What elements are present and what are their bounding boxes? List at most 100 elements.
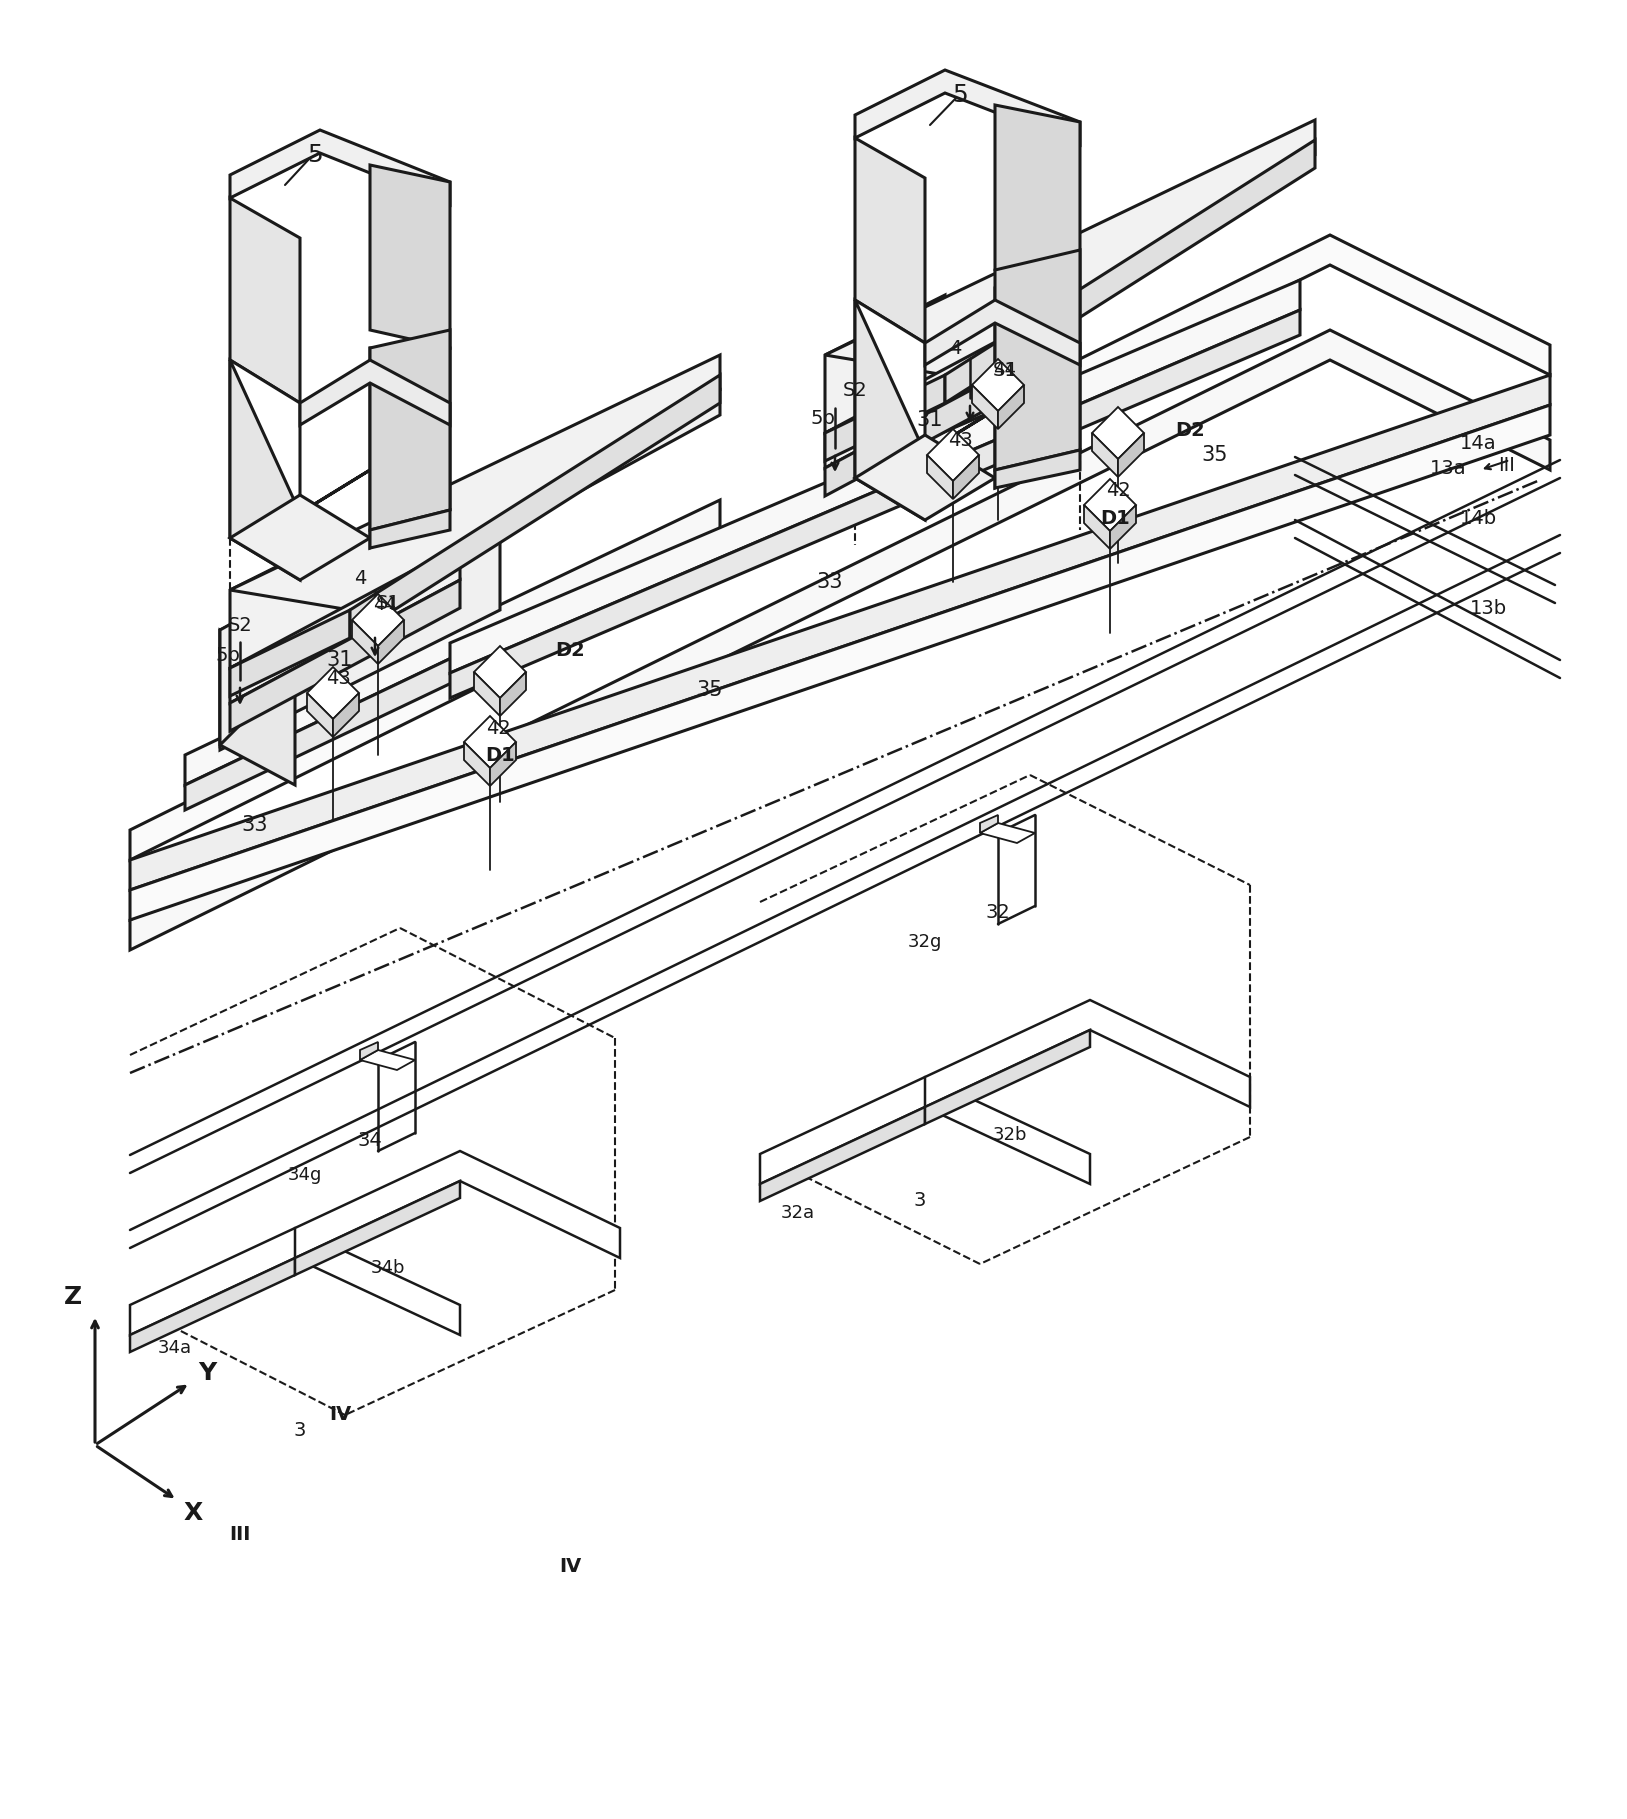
Polygon shape <box>971 386 997 429</box>
Polygon shape <box>996 449 1080 487</box>
Polygon shape <box>229 347 451 575</box>
Polygon shape <box>229 546 460 702</box>
Text: 32a: 32a <box>781 1204 815 1222</box>
Polygon shape <box>229 529 350 668</box>
Polygon shape <box>308 668 360 719</box>
Polygon shape <box>473 671 499 717</box>
Text: 4: 4 <box>949 338 962 358</box>
Polygon shape <box>369 166 451 347</box>
Text: 34g: 34g <box>288 1166 322 1184</box>
Polygon shape <box>220 389 721 749</box>
Polygon shape <box>825 120 1315 375</box>
Polygon shape <box>294 1181 460 1275</box>
Polygon shape <box>1110 506 1136 549</box>
Polygon shape <box>229 495 369 580</box>
Polygon shape <box>825 375 945 460</box>
Polygon shape <box>856 287 1080 515</box>
Text: 34b: 34b <box>371 1259 405 1277</box>
Polygon shape <box>451 280 1300 673</box>
Text: 42: 42 <box>1106 480 1131 500</box>
Polygon shape <box>856 435 996 520</box>
Polygon shape <box>856 300 926 520</box>
Polygon shape <box>220 588 294 746</box>
Text: 31: 31 <box>327 649 353 669</box>
Text: 44: 44 <box>994 360 1017 378</box>
Polygon shape <box>926 1000 1250 1108</box>
Text: S1: S1 <box>992 360 1017 380</box>
Text: S2: S2 <box>843 380 867 400</box>
Polygon shape <box>185 500 721 786</box>
Polygon shape <box>490 742 516 786</box>
Polygon shape <box>499 671 526 717</box>
Polygon shape <box>130 235 1551 860</box>
Polygon shape <box>350 375 721 638</box>
Polygon shape <box>1092 407 1144 458</box>
Polygon shape <box>130 1259 294 1352</box>
Polygon shape <box>360 1042 377 1060</box>
Text: 3: 3 <box>294 1421 306 1439</box>
Text: IV: IV <box>560 1557 581 1577</box>
Polygon shape <box>473 646 526 698</box>
Polygon shape <box>229 580 460 731</box>
Text: 14b: 14b <box>1459 509 1497 528</box>
Polygon shape <box>130 375 1551 889</box>
Text: 13b: 13b <box>1469 598 1507 617</box>
Polygon shape <box>953 455 979 498</box>
Polygon shape <box>464 717 516 768</box>
Text: 42: 42 <box>485 719 511 737</box>
Polygon shape <box>971 358 1023 411</box>
Text: 5b: 5b <box>215 646 241 664</box>
Polygon shape <box>369 509 451 548</box>
Text: 33: 33 <box>242 815 268 835</box>
Text: S2: S2 <box>228 615 252 635</box>
Text: D1: D1 <box>485 746 514 764</box>
Polygon shape <box>825 295 945 433</box>
Polygon shape <box>229 360 299 580</box>
Polygon shape <box>229 129 451 206</box>
Text: 43: 43 <box>947 431 973 449</box>
Text: X: X <box>184 1501 203 1524</box>
Text: 32g: 32g <box>908 933 942 951</box>
Polygon shape <box>451 309 1300 698</box>
Text: 5: 5 <box>952 84 968 107</box>
Text: 33: 33 <box>817 571 843 591</box>
Text: IV: IV <box>329 1406 351 1424</box>
Polygon shape <box>294 1151 620 1259</box>
Text: Z: Z <box>63 1284 81 1310</box>
Polygon shape <box>760 1108 926 1201</box>
Text: 4: 4 <box>353 569 366 588</box>
Polygon shape <box>130 329 1551 950</box>
Polygon shape <box>825 346 1054 497</box>
Polygon shape <box>351 595 403 646</box>
Polygon shape <box>926 300 1080 366</box>
Polygon shape <box>825 309 1054 467</box>
Polygon shape <box>334 693 360 737</box>
Polygon shape <box>464 742 490 786</box>
Polygon shape <box>926 1030 1090 1124</box>
Polygon shape <box>229 198 299 404</box>
Text: D2: D2 <box>1175 420 1206 440</box>
Text: 32b: 32b <box>992 1126 1027 1144</box>
Polygon shape <box>979 822 1035 842</box>
Text: 35: 35 <box>696 680 724 700</box>
Text: III: III <box>229 1526 251 1544</box>
Text: 5b: 5b <box>810 409 835 427</box>
Polygon shape <box>856 69 1080 146</box>
Polygon shape <box>996 106 1080 287</box>
Polygon shape <box>308 693 334 737</box>
Polygon shape <box>996 249 1080 469</box>
Text: 3: 3 <box>914 1190 926 1210</box>
Text: D1: D1 <box>1100 509 1129 528</box>
Text: 35: 35 <box>1202 446 1228 466</box>
Polygon shape <box>229 609 350 697</box>
Polygon shape <box>927 429 979 480</box>
Text: 14a: 14a <box>1459 433 1497 453</box>
Polygon shape <box>229 355 721 609</box>
Polygon shape <box>945 140 1315 404</box>
Text: 44: 44 <box>374 597 397 615</box>
Text: Y: Y <box>198 1361 216 1384</box>
Text: 34: 34 <box>358 1130 382 1150</box>
Text: 31: 31 <box>916 409 944 429</box>
Polygon shape <box>856 138 926 344</box>
Text: III: III <box>1498 455 1515 475</box>
